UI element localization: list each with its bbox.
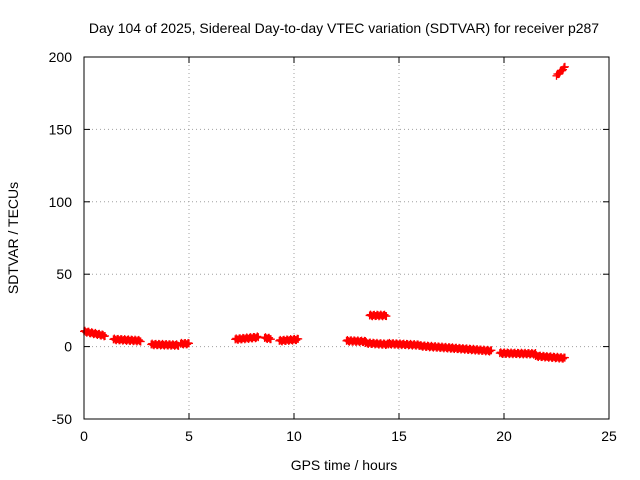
data-point bbox=[254, 333, 263, 342]
y-tick-label: 0 bbox=[64, 339, 72, 355]
axis-ticks bbox=[83, 56, 610, 420]
y-tick-label: -50 bbox=[52, 411, 72, 427]
y-tick-label: 200 bbox=[49, 49, 73, 65]
data-points bbox=[80, 62, 569, 363]
data-point bbox=[136, 337, 145, 346]
data-point bbox=[134, 335, 143, 344]
x-axis-label: GPS time / hours bbox=[291, 457, 398, 473]
y-tick-label: 100 bbox=[49, 194, 73, 210]
y-tick-label: 150 bbox=[49, 121, 73, 137]
data-point bbox=[253, 332, 262, 341]
x-tick-label: 0 bbox=[80, 428, 88, 444]
x-tick-label: 15 bbox=[391, 428, 407, 444]
data-point bbox=[99, 330, 108, 339]
data-point bbox=[294, 334, 303, 343]
data-point bbox=[101, 331, 109, 340]
data-point bbox=[487, 346, 496, 355]
y-axis-label: SDTVAR / TECUs bbox=[5, 182, 21, 294]
data-point bbox=[560, 353, 569, 362]
x-tick-label: 5 bbox=[185, 428, 193, 444]
x-tick-label: 25 bbox=[601, 428, 617, 444]
y-tick-label: 50 bbox=[56, 266, 72, 282]
data-point bbox=[265, 333, 274, 342]
tick-labels: 0 5 10 15 20 25 -50 0 50 100 150 200 bbox=[49, 49, 617, 444]
data-point bbox=[382, 312, 391, 321]
data-point bbox=[292, 336, 301, 345]
data-point bbox=[559, 354, 568, 363]
chart-title: Day 104 of 2025, Sidereal Day-to-day VTE… bbox=[89, 20, 599, 36]
data-point bbox=[560, 62, 569, 71]
data-point bbox=[380, 310, 389, 319]
x-tick-label: 10 bbox=[286, 428, 302, 444]
data-point bbox=[185, 339, 193, 348]
grid bbox=[84, 57, 609, 419]
data-point bbox=[183, 340, 192, 349]
data-point bbox=[485, 347, 494, 356]
plot-frame bbox=[83, 56, 610, 420]
x-tick-label: 20 bbox=[496, 428, 512, 444]
data-point bbox=[266, 335, 275, 344]
